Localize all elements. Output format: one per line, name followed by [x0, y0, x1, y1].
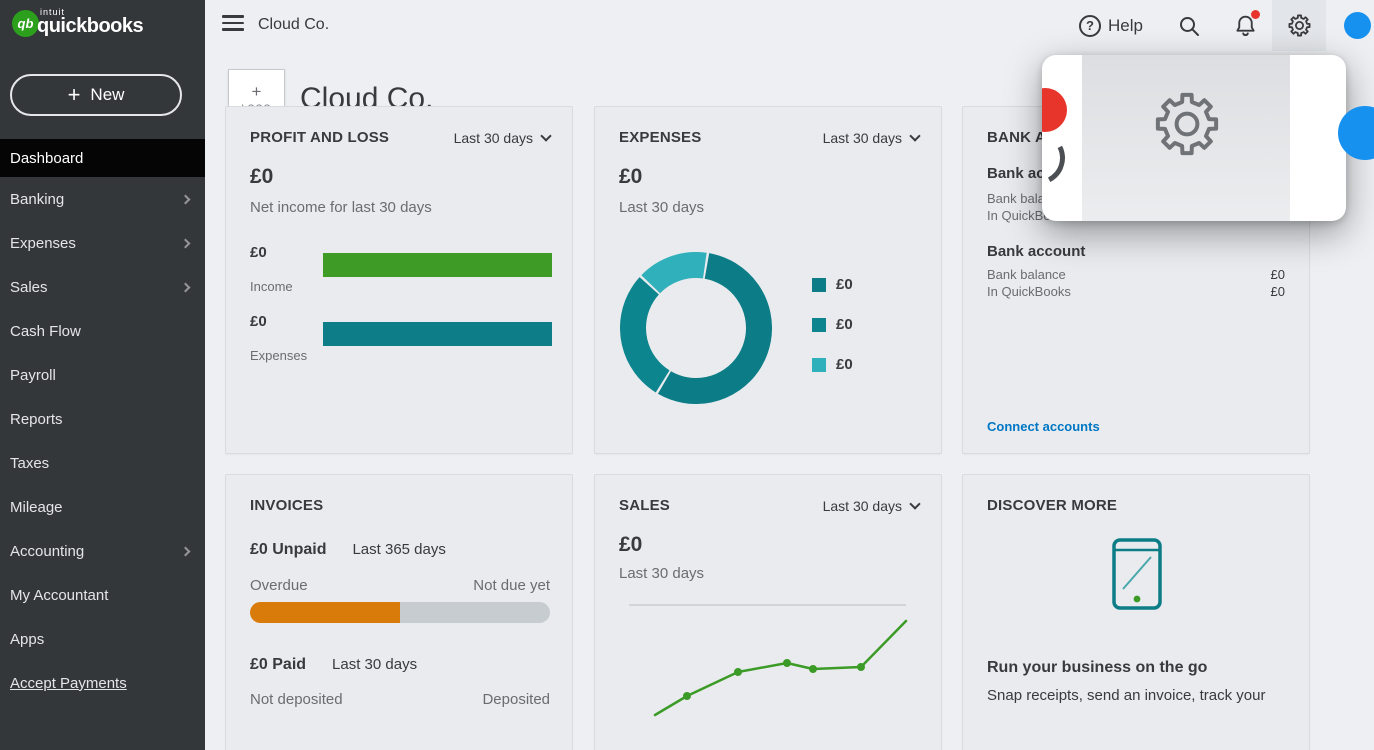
income-label: Income	[250, 279, 293, 294]
bank-balance-row: Bank balance£0	[987, 267, 1285, 282]
bank-account-name: Bank account	[987, 243, 1086, 260]
new-button[interactable]: + New	[10, 74, 182, 116]
notification-badge	[1251, 10, 1260, 19]
chevron-right-icon	[180, 282, 191, 292]
notifications-button[interactable]	[1233, 10, 1260, 38]
plus-icon: +	[251, 81, 262, 101]
net-income-amount: £0	[250, 165, 274, 188]
invoice-status-bar[interactable]	[250, 602, 550, 623]
expenses-amount: £0	[619, 165, 643, 188]
user-avatar-zoomed	[1338, 106, 1374, 160]
card-title: PROFIT AND LOSS	[250, 129, 390, 146]
in-quickbooks-row: In QuickBooks£0	[987, 284, 1285, 299]
legend-swatch	[812, 277, 826, 292]
gear-icon	[1288, 14, 1310, 37]
qb-badge-icon: qb	[12, 10, 39, 37]
topbar-actions: ? Help	[1079, 0, 1374, 51]
sidebar-item-expenses[interactable]: Expenses	[0, 221, 205, 265]
legend-swatch	[812, 357, 826, 372]
legend-item: £0	[812, 276, 853, 293]
search-icon	[1180, 16, 1199, 36]
overdue-bar-segment	[250, 602, 400, 623]
deposit-labels: Not deposited Deposited	[250, 691, 550, 708]
sidebar: qb intuit quickbooks + New Dashboard Ban…	[0, 0, 205, 750]
help-icon: ?	[1079, 14, 1102, 37]
chevron-down-icon	[540, 129, 552, 142]
gear-icon-zoomed	[1155, 92, 1219, 156]
chevron-down-icon	[909, 129, 921, 142]
mobile-phone-icon	[1112, 538, 1162, 610]
chevron-right-icon	[180, 238, 191, 248]
quickbooks-wordmark: quickbooks	[37, 15, 144, 37]
topbar-company-name: Cloud Co.	[258, 16, 330, 33]
paid-summary: £0 Paid Last 30 days	[250, 656, 418, 673]
overdue-labels: Overdue Not due yet	[250, 577, 550, 594]
expenses-card: EXPENSES Last 30 days £0 Last 30 days £0…	[594, 106, 942, 454]
income-value: £0	[250, 244, 267, 261]
sidebar-item-my-accountant[interactable]: My Accountant	[10, 586, 109, 604]
intuit-wordmark: intuit	[40, 7, 66, 17]
unpaid-summary: £0 Unpaid Last 365 days	[250, 541, 446, 558]
discover-body: Snap receipts, send an invoice, track yo…	[987, 687, 1266, 704]
income-bar[interactable]	[323, 253, 552, 277]
quickbooks-logo: qb intuit quickbooks	[0, 0, 205, 56]
sidebar-item-mileage[interactable]: Mileage	[10, 498, 63, 516]
bell-edge-zoomed	[1042, 123, 1073, 193]
chevron-right-icon	[180, 546, 191, 556]
notification-badge-zoomed	[1042, 88, 1067, 132]
discover-heading: Run your business on the go	[987, 659, 1208, 676]
legend-swatch	[812, 317, 826, 332]
settings-button[interactable]	[1272, 0, 1326, 51]
bell-icon	[1236, 15, 1255, 36]
expenses-subtitle: Last 30 days	[619, 199, 705, 216]
expenses-value: £0	[250, 313, 267, 330]
profit-loss-card: PROFIT AND LOSS Last 30 days £0 Net inco…	[225, 106, 573, 454]
sidebar-item-accept-payments[interactable]: Accept Payments	[10, 674, 127, 692]
expenses-donut-chart[interactable]	[620, 252, 772, 404]
sidebar-item-reports[interactable]: Reports	[10, 410, 63, 428]
discover-more-card: DISCOVER MORE Run your business on the g…	[962, 474, 1310, 750]
sales-subtitle: Last 30 days	[619, 565, 705, 582]
top-bar: Cloud Co. ? Help	[205, 0, 1374, 51]
net-income-subtitle: Net income for last 30 days	[250, 199, 432, 216]
sidebar-item-banking[interactable]: Banking	[0, 177, 205, 221]
magnifier-strip	[1082, 55, 1290, 221]
search-button[interactable]	[1177, 14, 1201, 38]
legend-item: £0	[812, 316, 853, 333]
not-due-bar-segment	[400, 602, 550, 623]
hamburger-menu-icon[interactable]	[222, 15, 244, 35]
card-title: DISCOVER MORE	[987, 497, 1118, 514]
expenses-bar[interactable]	[323, 322, 552, 346]
magnifier-popup	[1042, 55, 1346, 221]
sidebar-item-cash-flow[interactable]: Cash Flow	[10, 322, 81, 340]
sidebar-item-sales[interactable]: Sales	[0, 265, 205, 309]
help-button[interactable]: ? Help	[1079, 14, 1143, 37]
new-button-label: New	[90, 85, 125, 104]
sidebar-item-taxes[interactable]: Taxes	[10, 454, 50, 472]
sales-amount: £0	[619, 533, 643, 556]
date-range-dropdown[interactable]: Last 30 days	[454, 129, 552, 146]
expenses-label: Expenses	[250, 348, 308, 363]
card-title: SALES	[619, 497, 671, 514]
sidebar-nav: Dashboard Banking Expenses Sales Cash Fl…	[0, 139, 205, 705]
plus-icon: +	[67, 82, 81, 107]
legend-item: £0	[812, 356, 853, 373]
chevron-right-icon	[180, 194, 191, 204]
user-avatar[interactable]	[1344, 12, 1371, 39]
date-range-dropdown[interactable]: Last 30 days	[823, 129, 921, 146]
sidebar-item-payroll[interactable]: Payroll	[10, 366, 56, 384]
connect-accounts-link[interactable]: Connect accounts	[987, 419, 1100, 434]
card-title: INVOICES	[250, 497, 324, 514]
sidebar-item-dashboard[interactable]: Dashboard	[0, 139, 205, 177]
chevron-down-icon	[909, 497, 921, 510]
date-range-dropdown[interactable]: Last 30 days	[823, 497, 921, 514]
invoices-card: INVOICES £0 Unpaid Last 365 days Overdue…	[225, 474, 573, 750]
sales-card: SALES Last 30 days £0 Last 30 days	[594, 474, 942, 750]
card-title: EXPENSES	[619, 129, 702, 146]
sidebar-item-apps[interactable]: Apps	[10, 630, 45, 648]
sidebar-item-accounting[interactable]: Accounting	[0, 529, 205, 573]
sales-line-chart[interactable]	[619, 585, 919, 750]
